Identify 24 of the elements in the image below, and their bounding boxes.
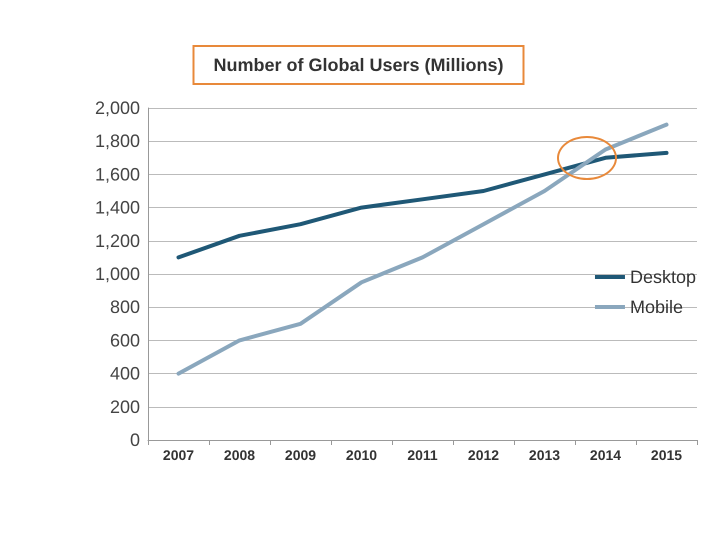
y-tick-label: 1,400 — [94, 198, 140, 218]
legend-label: Mobile — [630, 297, 683, 317]
x-tick-label: 2015 — [650, 447, 682, 463]
x-tick-label: 2009 — [284, 447, 316, 463]
x-tick-label: 2010 — [346, 447, 378, 463]
x-tick-label: 2013 — [528, 447, 560, 463]
y-tick-label: 800 — [110, 297, 140, 318]
y-tick-label: 0 — [130, 430, 140, 450]
y-tick-label: 2,000 — [94, 98, 140, 118]
x-tick-label: 2007 — [162, 447, 194, 463]
x-tick-label: 2011 — [407, 447, 438, 463]
y-tick-label: 1,000 — [94, 264, 140, 284]
x-tick-label: 2012 — [468, 447, 500, 463]
y-tick-label: 400 — [110, 364, 140, 384]
y-tick-label: 200 — [110, 396, 140, 417]
x-tick-label: 2008 — [224, 447, 256, 463]
y-tick-label: 1,600 — [94, 164, 140, 184]
y-tick-label: 600 — [110, 330, 140, 350]
legend-label: Desktop — [630, 267, 696, 287]
chart-title: Number of Global Users (Millions) — [213, 55, 504, 75]
x-tick-label: 2014 — [590, 447, 622, 463]
line-series — [176, 150, 668, 260]
y-tick-label: 1,200 — [94, 230, 140, 251]
y-tick-label: 1,800 — [94, 131, 140, 152]
